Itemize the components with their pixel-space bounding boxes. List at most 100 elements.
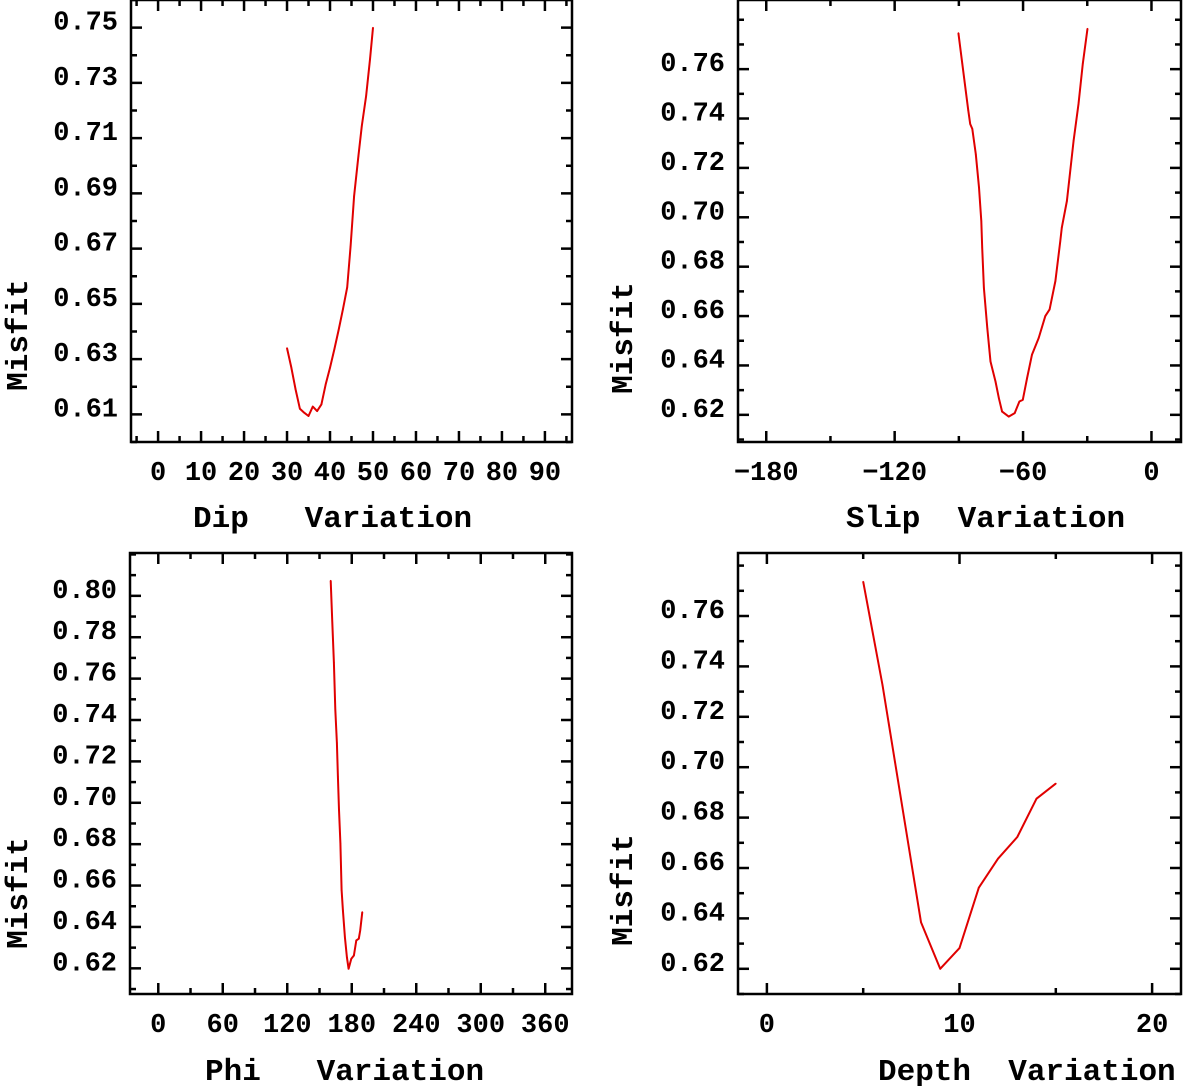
slip-y-tick-label: 0.74 — [660, 100, 725, 130]
dip-data-point — [357, 155, 360, 157]
depth-y-tick-label: 0.68 — [660, 799, 725, 829]
slip-data-point — [1007, 415, 1010, 418]
slip-data-point — [1031, 353, 1033, 356]
slip-y-axis-title: Misfit — [607, 282, 642, 394]
slip-data-point — [1001, 410, 1003, 413]
slip-data-point — [983, 287, 985, 289]
slip-data-point — [986, 327, 989, 329]
slip-data-point — [971, 128, 974, 130]
slip-data-point — [1026, 377, 1028, 379]
dip-x-tick-label: 20 — [228, 459, 260, 489]
phi-x-tick-label: 60 — [207, 1011, 239, 1041]
dip-data-point — [303, 411, 306, 414]
phi-y-tick-label: 0.70 — [52, 784, 117, 814]
dip-y-axis-title: Misfit — [2, 279, 37, 391]
slip-data-point — [1018, 400, 1021, 403]
dip-data-point — [286, 347, 288, 349]
phi-y-axis-title: Misfit — [2, 837, 37, 949]
slip-variation-panel: −180 −120 −60 0 0.62 0.64 0.66 0.68 0.70 0.72 0.74… — [607, 0, 1183, 537]
depth-y-tick-label: 0.72 — [660, 698, 725, 728]
slip-data-point — [1081, 62, 1084, 65]
phi-y-tick-label: 0.66 — [52, 867, 117, 897]
depth-y-axis-title: Misfit — [607, 834, 642, 946]
dip-y-tick-label: 0.61 — [53, 395, 118, 425]
dip-data-point — [294, 388, 297, 391]
dip-data-point — [329, 366, 331, 369]
slip-data-point — [1013, 412, 1016, 414]
dip-data-point — [307, 415, 310, 417]
depth-y-tick-label: 0.70 — [660, 748, 725, 778]
phi-x-axis-title: Phi Variation — [205, 1055, 484, 1086]
slip-y-tick-label: 0.76 — [660, 50, 725, 80]
dip-data-point — [369, 58, 371, 61]
depth-y-tick-label: 0.76 — [660, 597, 725, 627]
dip-data-point — [290, 366, 293, 369]
slip-data-point — [1086, 27, 1089, 30]
slip-data-point — [1066, 200, 1068, 202]
depth-data-point — [1035, 797, 1038, 800]
depth-misfit-line — [862, 581, 1057, 970]
slip-x-tick-label: −120 — [862, 459, 927, 489]
slip-data-point — [974, 153, 977, 155]
depth-data-point — [1016, 836, 1019, 838]
slip-y-tick-label: 0.66 — [660, 297, 725, 327]
phi-x-tick-label: 0 — [150, 1011, 166, 1041]
dip-y-tick-label: 0.69 — [53, 174, 118, 204]
slip-data-point — [1037, 337, 1040, 339]
slip-data-point — [1060, 226, 1063, 229]
dip-data-point — [349, 245, 352, 247]
phi-x-tick-label: 360 — [521, 1011, 570, 1041]
dip-data-point — [342, 308, 344, 311]
slip-data-point — [964, 89, 967, 92]
phi-data-point — [344, 936, 346, 938]
slip-data-point — [1022, 398, 1024, 401]
slip-y-tick-label: 0.68 — [660, 248, 725, 278]
dip-data-point — [372, 26, 374, 29]
dip-data-point — [333, 348, 336, 351]
depth-y-tick-label: 0.66 — [660, 849, 725, 879]
dip-data-point — [324, 383, 327, 386]
depth-data-point — [997, 857, 999, 860]
phi-y-tick-label: 0.80 — [52, 577, 117, 607]
dip-y-tick-label: 0.65 — [53, 285, 118, 315]
slip-data-point — [981, 247, 983, 249]
depth-data-point — [920, 921, 922, 923]
dip-x-tick-label: 30 — [271, 459, 303, 489]
phi-data-point — [361, 911, 364, 913]
depth-x-tick-label: 0 — [759, 1011, 775, 1041]
phi-y-tick-label: 0.62 — [52, 949, 117, 979]
phi-data-point — [358, 937, 360, 940]
phi-variation-panel: 0 60 120 180 240 300 360 0.62 0.64 0.66 0.68 0.70 0.… — [2, 551, 574, 1086]
slip-data-point — [1072, 139, 1075, 142]
depth-y-tick-label: 0.62 — [660, 950, 725, 980]
phi-data-point — [350, 958, 353, 960]
phi-data-point — [338, 809, 340, 811]
phi-data-point — [339, 842, 342, 845]
phi-data-point — [340, 889, 343, 891]
slip-data-point — [978, 186, 980, 189]
slip-x-tick-label: −60 — [999, 459, 1048, 489]
slip-misfit-line — [957, 28, 1089, 418]
dip-variation-panel: 0 10 20 30 40 50 60 70 80 90 0.61 0.63 0.65 0.67 0.69 0… — [2, 0, 574, 537]
dip-data-point — [361, 125, 363, 127]
slip-data-point — [957, 32, 960, 34]
dip-x-tick-label: 10 — [185, 459, 217, 489]
dip-data-point — [299, 408, 301, 410]
slip-y-tick-label: 0.70 — [660, 198, 725, 228]
depth-data-point — [977, 886, 980, 889]
slip-data-point — [1077, 103, 1080, 105]
dip-x-tick-label: 60 — [400, 459, 432, 489]
slip-data-point — [1054, 280, 1057, 282]
dip-data-point — [346, 286, 349, 289]
slip-data-point — [1048, 308, 1051, 311]
slip-x-tick-label: −180 — [734, 459, 799, 489]
slip-data-point — [967, 109, 970, 112]
dip-y-tick-label: 0.67 — [53, 230, 118, 260]
slip-plot-frame — [736, 0, 1183, 444]
dip-x-tick-label: 80 — [486, 459, 518, 489]
dip-data-point — [316, 410, 318, 412]
slip-data-point — [994, 380, 997, 383]
dip-x-tick-label: 0 — [150, 459, 166, 489]
dip-y-tick-label: 0.71 — [53, 119, 118, 149]
dip-y-tick-label: 0.73 — [53, 64, 118, 94]
